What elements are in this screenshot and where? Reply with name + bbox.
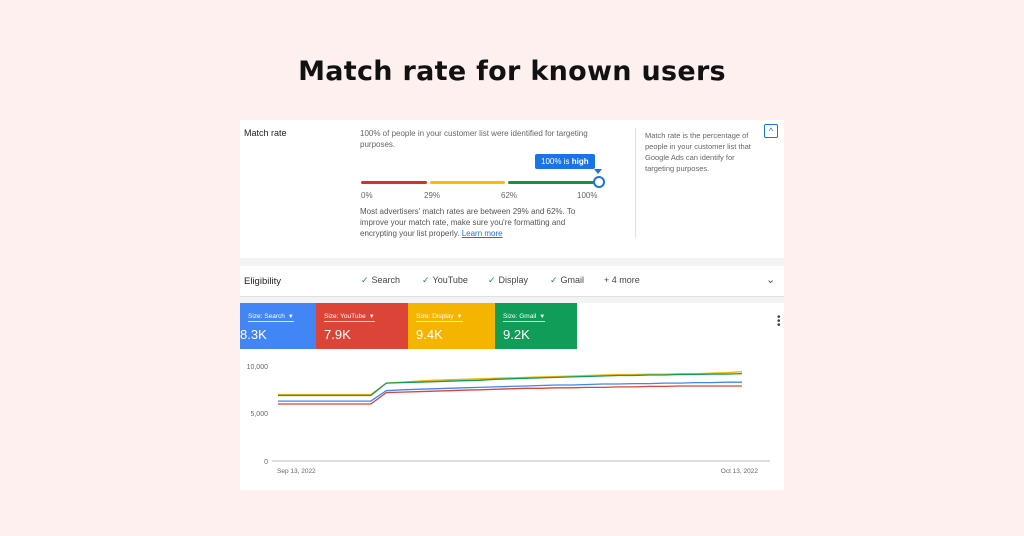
collapse-button[interactable]: ^: [764, 124, 778, 138]
metric-tile-youtube[interactable]: Size: YouTube ▼ 7.9K: [316, 303, 408, 349]
badge-prefix: 100% is: [541, 157, 570, 166]
badge-pointer: [594, 169, 602, 174]
audience-size-chart: 10,000 5,000 0 Sep 13, 2022 Oct 13, 2022: [247, 364, 770, 475]
eligibility-label: Eligibility: [244, 276, 281, 287]
dropdown-arrow-icon: ▼: [287, 314, 294, 320]
tile-label[interactable]: Size: Search ▼: [248, 313, 294, 322]
chip-search[interactable]: ✓ Search: [361, 275, 400, 286]
chevron-down-icon[interactable]: ⌄: [766, 274, 776, 286]
page-title: Match rate for known users: [298, 56, 726, 87]
match-rate-indicator: [593, 176, 605, 188]
chip-youtube[interactable]: ✓ YouTube: [422, 275, 468, 286]
series-line-0: [278, 371, 743, 396]
audience-panel: Match rate 100% of people in your custom…: [240, 120, 784, 490]
y-tick-label: 5,000: [250, 411, 268, 418]
badge-strong: high: [571, 157, 589, 166]
match-rate-card: Match rate 100% of people in your custom…: [240, 120, 784, 260]
check-icon: ✓: [422, 275, 430, 285]
match-rate-bar-low: [361, 181, 427, 184]
tile-value: 9.4K: [416, 327, 443, 342]
tile-label[interactable]: Size: Display ▼: [416, 313, 463, 322]
match-rate-description: 100% of people in your customer list wer…: [360, 129, 588, 149]
match-rate-bar-high: [508, 181, 594, 184]
tile-label-text: Size: Search: [248, 313, 285, 320]
metric-tile-display[interactable]: Size: Display ▼ 9.4K: [408, 303, 495, 349]
chip-label: Display: [498, 275, 529, 285]
dropdown-arrow-icon: ▼: [456, 314, 463, 320]
match-rate-help-text: Match rate is the percentage of people i…: [645, 131, 751, 173]
chip-gmail[interactable]: ✓ Gmail: [550, 275, 584, 286]
chip-label: Gmail: [560, 275, 585, 285]
tile-value: 9.2K: [503, 327, 530, 342]
match-rate-badge: 100% is high: [535, 154, 595, 169]
series-line-3: [278, 385, 742, 405]
tick-label: 100%: [577, 191, 598, 200]
series-line-1: [278, 372, 743, 397]
divider: [635, 128, 636, 238]
series-group: [278, 371, 743, 405]
note-text: Most advertisers' match rates are betwee…: [360, 207, 576, 238]
metric-tile-gmail[interactable]: Size: Gmail ▼ 9.2K: [495, 303, 577, 349]
tile-value: 8.3K: [240, 327, 267, 342]
check-icon: ✓: [488, 275, 496, 285]
chip-display[interactable]: ✓ Display: [488, 275, 528, 286]
eligibility-row: Eligibility ✓ Search ✓ YouTube ✓ Display ✓ G…: [240, 266, 784, 297]
more-chips-button[interactable]: + 4 more: [604, 275, 640, 285]
metric-tile-search[interactable]: Size: Search ▼ 8.3K: [240, 303, 316, 349]
dropdown-arrow-icon: ▼: [539, 314, 546, 320]
divider: [240, 258, 784, 266]
tile-label[interactable]: Size: YouTube ▼: [324, 313, 375, 322]
check-icon: ✓: [550, 275, 558, 285]
chevron-up-icon: ^: [768, 126, 774, 136]
match-rate-note: Most advertisers' match rates are betwee…: [360, 206, 600, 239]
tile-label-text: Size: YouTube: [324, 313, 366, 320]
divider: [240, 297, 784, 303]
match-rate-bar-mid: [430, 181, 505, 184]
tick-label: 29%: [424, 191, 441, 200]
tile-label-text: Size: Gmail: [503, 313, 537, 320]
tile-label[interactable]: Size: Gmail ▼: [503, 313, 546, 322]
x-tick-label: Oct 13, 2022: [721, 468, 759, 475]
check-icon: ✓: [361, 275, 369, 285]
more-options-icon[interactable]: • • •: [777, 312, 781, 331]
chip-label: Search: [371, 275, 401, 285]
y-tick-label: 0: [264, 459, 268, 466]
chip-label: YouTube: [432, 275, 468, 285]
tile-value: 7.9K: [324, 327, 351, 342]
series-line-2: [278, 381, 742, 402]
y-tick-label: 10,000: [247, 364, 269, 371]
match-rate-label: Match rate: [244, 128, 287, 138]
tick-label: 62%: [501, 191, 518, 200]
tick-label: 0%: [361, 191, 373, 200]
learn-more-link[interactable]: Learn more: [461, 229, 503, 238]
tile-label-text: Size: Display: [416, 313, 454, 320]
x-tick-label: Sep 13, 2022: [277, 468, 316, 475]
dropdown-arrow-icon: ▼: [368, 314, 375, 320]
